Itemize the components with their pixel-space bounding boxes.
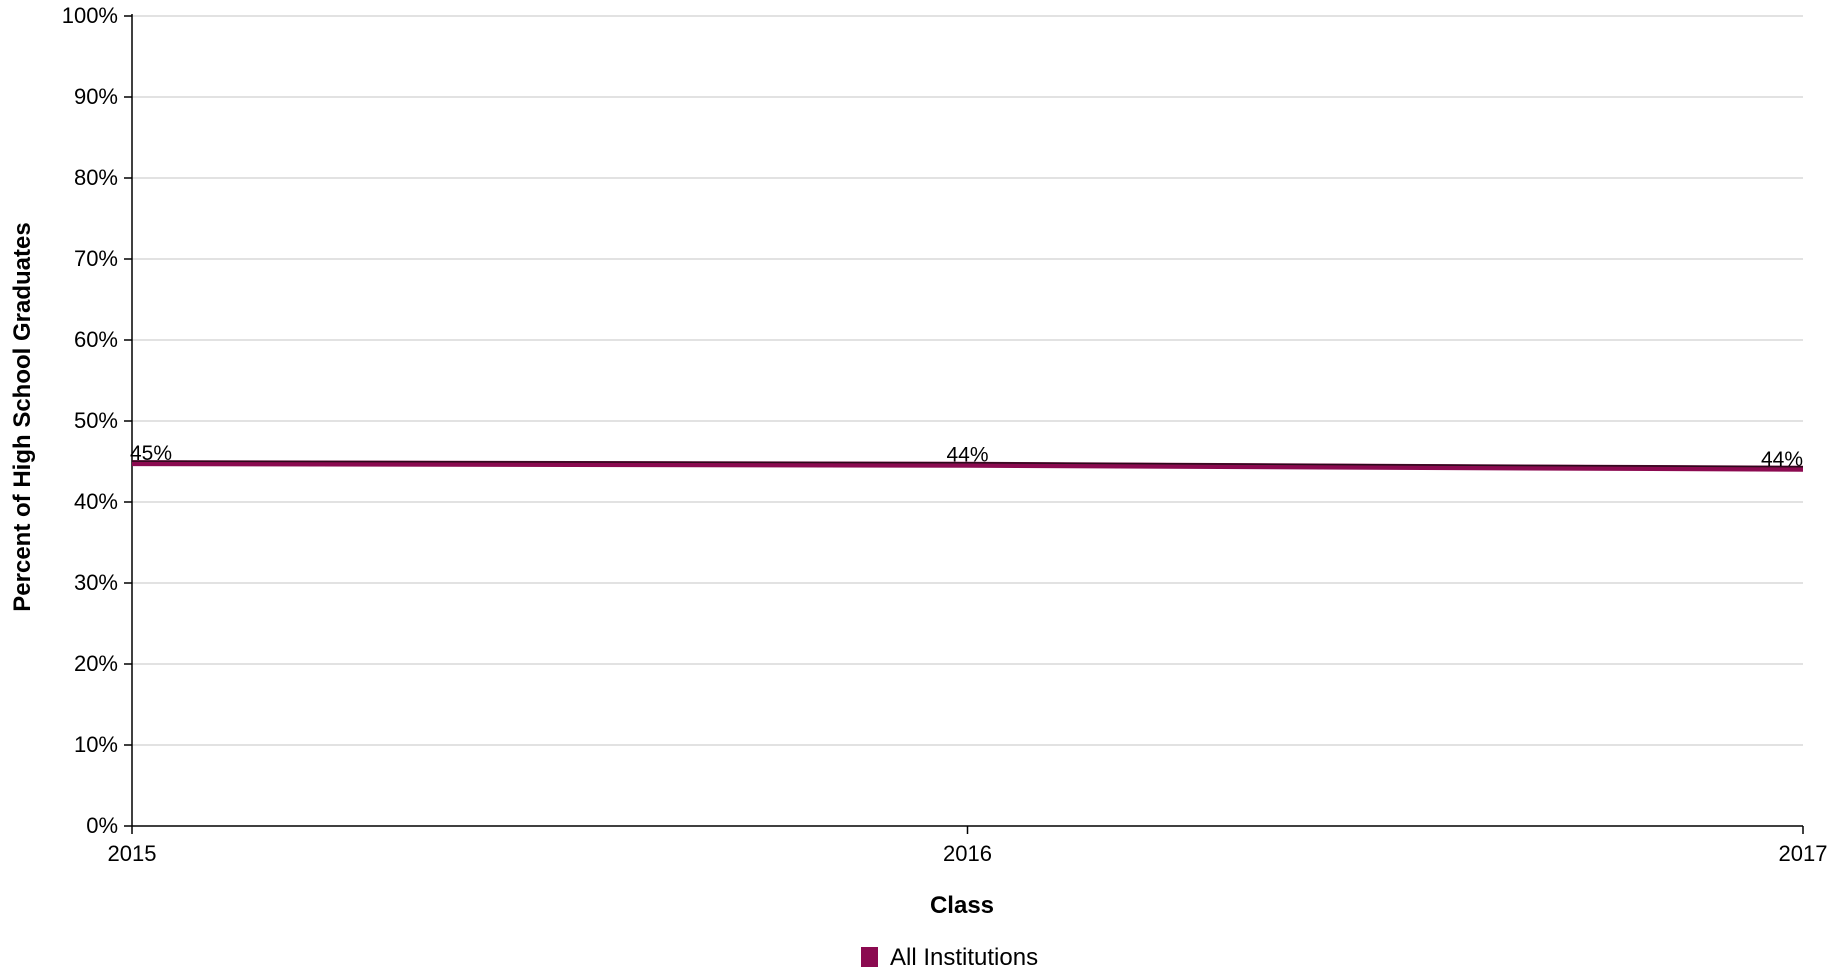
- y-tick-label: 60%: [74, 327, 118, 352]
- y-tick-label: 100%: [62, 3, 118, 28]
- data-label: 44%: [946, 444, 988, 467]
- x-tick-label: 2017: [1779, 841, 1828, 866]
- y-axis-title: Percent of High School Graduates: [9, 222, 36, 611]
- y-tick-label: 0%: [86, 813, 118, 838]
- data-label: 44%: [1761, 448, 1803, 471]
- data-label: 45%: [130, 442, 172, 465]
- series-line: [131, 460, 1804, 468]
- series-line-shadow: [131, 460, 1804, 472]
- legend-swatch: [861, 947, 878, 967]
- legend: All Institutions: [861, 944, 1038, 971]
- y-tick-label: 80%: [74, 165, 118, 190]
- y-tick-label: 40%: [74, 489, 118, 514]
- axes: 0% 10% 20% 30% 40% 50% 60% 70% 80% 90% 100% 2015 201…: [62, 3, 1828, 866]
- y-tick-label: 10%: [74, 732, 118, 757]
- y-tick-label: 20%: [74, 651, 118, 676]
- x-axis-title: Class: [930, 892, 994, 919]
- y-tick-label: 50%: [74, 408, 118, 433]
- series-lines: [131, 460, 1804, 472]
- legend-label: All Institutions: [890, 944, 1038, 969]
- y-tick-label: 30%: [74, 570, 118, 595]
- y-tick-label: 70%: [74, 246, 118, 271]
- gridlines: [132, 15, 1803, 746]
- y-tick-label: 90%: [74, 84, 118, 109]
- x-tick-label: 2015: [108, 841, 157, 866]
- x-tick-label: 2016: [943, 841, 992, 866]
- data-labels: 45% 44% 44%: [130, 442, 1803, 471]
